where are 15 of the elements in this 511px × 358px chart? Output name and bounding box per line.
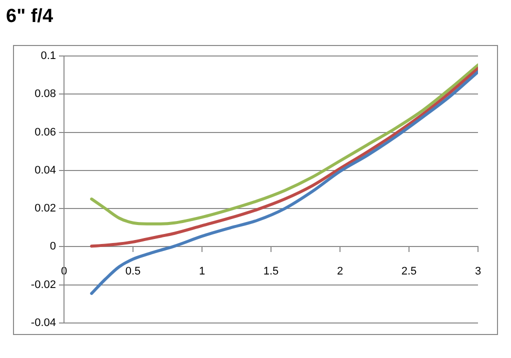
y-tick-label: 0.1	[40, 50, 56, 62]
y-tick-label: 0.04	[34, 164, 56, 176]
y-tick-label: 0	[50, 240, 56, 253]
x-tick-label: 0.5	[125, 265, 141, 278]
chart-title: 6" f/4	[6, 6, 54, 28]
y-tick-label: 0.02	[34, 202, 56, 215]
x-tick-label: 2.5	[401, 265, 417, 278]
y-tick-label: 0.08	[34, 88, 56, 100]
x-tick-label: 1.5	[263, 265, 279, 278]
y-tick-label: -0.02	[30, 278, 56, 291]
y-tick-label: -0.04	[30, 317, 56, 330]
x-tick-label: 2	[336, 265, 344, 278]
y-tick-label: 0.06	[34, 126, 56, 138]
x-tick-label: 1	[198, 265, 206, 278]
x-tick-label: 3	[474, 265, 482, 278]
